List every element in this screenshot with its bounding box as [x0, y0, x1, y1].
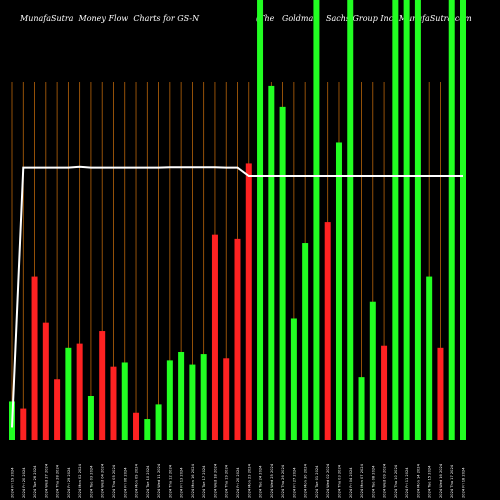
x-tick-label: 2024 Tue 24 2024 [259, 465, 263, 498]
bar [20, 408, 27, 440]
x-tick-label: 2024 Tue 03 2024 [89, 465, 93, 498]
bar [121, 362, 128, 440]
bar [369, 301, 376, 440]
x-tick-label: 2024 Fri 06 2024 [123, 467, 127, 498]
x-tick-label: 2024 Fri 18 2024 [462, 467, 466, 498]
x-tick-label: 2024 Mon 23 2024 [247, 463, 251, 498]
x-tick-label: 2024 Wed 16 2024 [439, 463, 443, 498]
bar [426, 276, 433, 440]
money-flow-line-group [11, 165, 463, 428]
bar [166, 360, 173, 440]
x-tick-label: 2024 Wed 25 2024 [270, 463, 274, 498]
x-tick-label: 2024 Wed 27 2024 [44, 463, 48, 498]
bar [290, 318, 297, 440]
bar [245, 163, 252, 440]
bar [279, 106, 286, 440]
x-tick-label: 2024 Fri 29 2024 [67, 467, 71, 498]
bar [155, 404, 162, 440]
x-tick-label: 2024 Thu 05 2024 [112, 464, 116, 498]
bar [54, 379, 61, 440]
bar [347, 0, 354, 440]
bar [234, 238, 241, 440]
bar [65, 347, 72, 440]
bar [223, 358, 230, 440]
x-tick-label: 2024 Mon 30 2024 [304, 463, 308, 498]
chart-subtitle: (The Goldman Sachs Group Inc) MunafaSutr… [256, 14, 472, 23]
bar [392, 0, 399, 440]
x-tick-label: 2024 Fri 13 2024 [180, 467, 184, 498]
x-tick-label: 2024 Tue 17 2024 [202, 465, 206, 498]
x-tick-label: 2024 Mon 02 2024 [78, 463, 82, 498]
x-tick-label: 2024 Tue 10 2024 [146, 465, 150, 498]
x-tick-label: 2024 Wed 11 2024 [157, 463, 161, 498]
x-tick-label: 2024 Tue 08 2024 [371, 465, 375, 498]
money-flow-line [11, 165, 463, 428]
bar [189, 364, 196, 440]
x-tick-label: 2024 Thu 10 2024 [394, 464, 398, 498]
bar [200, 354, 207, 440]
x-tick-label: 2024 Thu 12 2024 [168, 464, 172, 498]
x-tick-labels: 2024 Fri 19 2024 2024 Fri 20 2024 2024 Tue… [11, 463, 466, 498]
bar [414, 0, 421, 440]
bar [257, 0, 264, 440]
bar [460, 0, 466, 440]
bar [313, 0, 320, 440]
x-tick-label: 2024 Mon 09 2024 [135, 463, 139, 498]
bar [437, 347, 444, 440]
x-tick-label: 2024 Fri 20 2024 [236, 467, 240, 498]
bars [9, 0, 466, 441]
x-tick-label: 2024 Tue 26 2024 [33, 465, 37, 498]
bar [110, 366, 117, 440]
bar [335, 142, 342, 440]
x-tick-label: 2024 Wed 02 2024 [326, 463, 330, 498]
bar [358, 377, 365, 440]
x-tick-label: 2024 Thu 28 2024 [56, 464, 60, 498]
bar [302, 243, 309, 440]
bar [99, 331, 106, 440]
x-tick-label: 2024 Thu 03 2024 [337, 464, 341, 498]
bar [42, 322, 49, 440]
bar [211, 234, 218, 440]
x-tick-label: 2024 Fri 20 2024 [22, 467, 26, 498]
bar [31, 276, 38, 440]
bar [76, 343, 83, 440]
x-tick-label: 2024 Mon 07 2024 [360, 463, 364, 498]
x-tick-label: 2024 Tue 01 2024 [315, 465, 319, 498]
x-tick-label: 2024 Thu 19 2024 [225, 464, 229, 498]
bar [178, 352, 185, 440]
x-tick-label: 2024 Wed 09 2024 [383, 463, 387, 498]
bar [268, 85, 275, 441]
x-tick-label: 2024 Fri 04 2024 [349, 467, 353, 498]
bar [448, 0, 455, 440]
x-tick-label: 2024 Mon 16 2024 [191, 463, 195, 498]
x-tick-label: 2024 Thu 17 2024 [450, 464, 454, 498]
x-tick-label: 2024 Wed 18 2024 [213, 463, 217, 498]
x-tick-label: 2024 Fri 19 2024 [11, 467, 15, 498]
x-tick-label: 2024 Mon 14 2024 [416, 463, 420, 498]
x-tick-label: 2024 Fri 27 2024 [292, 467, 296, 498]
bar [133, 412, 140, 440]
bar [403, 0, 410, 440]
x-tick-label: 2024 Thu 26 2024 [281, 464, 285, 498]
bar [381, 345, 388, 440]
chart-title: MunafaSutra Money Flow Charts for GS-N [20, 14, 200, 23]
bar [87, 396, 94, 440]
x-tick-label: 2024 Fri 11 2024 [405, 467, 409, 498]
x-tick-label: 2024 Tue 15 2024 [428, 465, 432, 498]
x-tick-label: 2024 Wed 04 2024 [101, 463, 105, 498]
bar [144, 419, 151, 440]
bar [324, 222, 331, 440]
